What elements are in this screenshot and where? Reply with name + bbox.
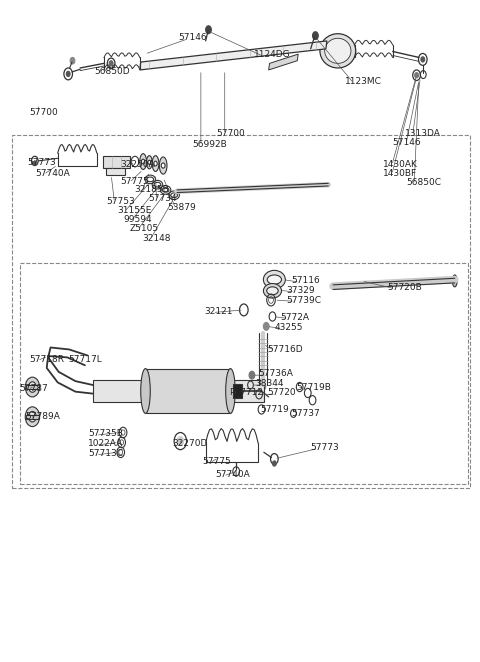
- Ellipse shape: [264, 270, 285, 289]
- Circle shape: [109, 61, 113, 66]
- Ellipse shape: [142, 159, 145, 164]
- Text: 38344: 38344: [255, 379, 284, 388]
- Bar: [145, 369, 230, 413]
- Ellipse shape: [267, 275, 281, 284]
- Text: 1313DA: 1313DA: [405, 128, 441, 138]
- Text: 57775: 57775: [120, 177, 149, 186]
- Text: 32270D: 32270D: [172, 439, 208, 448]
- Circle shape: [249, 371, 255, 379]
- Ellipse shape: [25, 377, 39, 397]
- Ellipse shape: [148, 160, 151, 164]
- Ellipse shape: [320, 34, 356, 68]
- Text: 57720: 57720: [268, 389, 296, 397]
- Text: P57712: P57712: [229, 389, 264, 397]
- Text: 57700: 57700: [29, 108, 58, 117]
- Text: 32250A: 32250A: [120, 160, 156, 169]
- Text: 53879: 53879: [168, 203, 196, 212]
- Bar: [26, 385, 38, 389]
- Ellipse shape: [25, 407, 39, 426]
- Text: 1124DG: 1124DG: [254, 50, 291, 59]
- Ellipse shape: [140, 154, 146, 169]
- Text: 32148: 32148: [142, 234, 171, 242]
- Text: 57700: 57700: [216, 128, 245, 138]
- Text: 57717L: 57717L: [68, 355, 102, 364]
- Text: 57737: 57737: [291, 409, 320, 418]
- Text: 57718R: 57718R: [29, 355, 64, 364]
- Text: 57787: 57787: [20, 384, 48, 393]
- Circle shape: [66, 71, 70, 77]
- Ellipse shape: [146, 156, 152, 169]
- Text: 57713C: 57713C: [88, 449, 123, 458]
- Text: 56850D: 56850D: [95, 68, 130, 76]
- Text: 37329: 37329: [287, 286, 315, 295]
- Text: 57753: 57753: [107, 197, 135, 206]
- Text: 1022AA: 1022AA: [88, 439, 123, 448]
- Bar: [12, 135, 470, 488]
- Text: 57146: 57146: [393, 138, 421, 147]
- Bar: [21, 263, 468, 484]
- Polygon shape: [140, 41, 327, 70]
- Ellipse shape: [152, 156, 159, 171]
- Text: 57740A: 57740A: [35, 169, 70, 178]
- Text: 1123MC: 1123MC: [345, 77, 382, 86]
- Ellipse shape: [159, 157, 167, 174]
- Text: 32185B: 32185B: [134, 185, 169, 195]
- Text: 57773: 57773: [311, 442, 339, 451]
- Bar: [233, 384, 242, 399]
- Text: 57775: 57775: [202, 457, 230, 466]
- Text: 31155E: 31155E: [117, 206, 151, 215]
- Circle shape: [205, 26, 211, 34]
- Ellipse shape: [29, 382, 36, 393]
- Text: 1430BF: 1430BF: [383, 169, 417, 178]
- Polygon shape: [269, 54, 298, 70]
- Text: 57716D: 57716D: [268, 345, 303, 354]
- Ellipse shape: [226, 369, 235, 413]
- Ellipse shape: [161, 163, 165, 168]
- Text: 99594: 99594: [123, 215, 152, 224]
- Circle shape: [70, 58, 75, 64]
- Text: Z5105: Z5105: [129, 224, 158, 233]
- Text: 57116: 57116: [291, 277, 320, 285]
- Circle shape: [260, 383, 266, 391]
- Text: 43255: 43255: [275, 322, 303, 332]
- Circle shape: [273, 461, 276, 466]
- Ellipse shape: [141, 369, 150, 413]
- Text: 5772A: 5772A: [281, 312, 310, 322]
- Ellipse shape: [29, 411, 36, 422]
- Bar: [107, 168, 125, 175]
- Text: 57740A: 57740A: [215, 470, 250, 479]
- Text: 56992B: 56992B: [192, 140, 227, 149]
- Text: 57773: 57773: [28, 158, 56, 167]
- Text: 1430AK: 1430AK: [383, 160, 418, 169]
- Circle shape: [312, 32, 318, 40]
- Text: 32121: 32121: [204, 307, 233, 316]
- Circle shape: [415, 73, 419, 78]
- Circle shape: [421, 57, 425, 62]
- Ellipse shape: [154, 161, 157, 166]
- Ellipse shape: [267, 287, 278, 295]
- Circle shape: [177, 436, 184, 446]
- Text: 57719B: 57719B: [296, 383, 331, 392]
- Ellipse shape: [452, 275, 457, 287]
- Text: 57736A: 57736A: [258, 369, 293, 379]
- Text: 57719: 57719: [260, 405, 289, 414]
- Circle shape: [34, 161, 36, 165]
- Ellipse shape: [324, 38, 351, 64]
- Circle shape: [264, 322, 269, 330]
- Text: 57146: 57146: [178, 33, 206, 42]
- Bar: [26, 414, 38, 418]
- Text: 57789A: 57789A: [25, 412, 60, 421]
- Text: 57735B: 57735B: [88, 430, 123, 438]
- Bar: [103, 156, 130, 167]
- Ellipse shape: [264, 283, 281, 298]
- Bar: [93, 380, 264, 402]
- Text: 56850C: 56850C: [406, 178, 441, 187]
- Text: 57720B: 57720B: [387, 283, 422, 292]
- Text: 57739C: 57739C: [287, 295, 322, 305]
- Text: 57734: 57734: [148, 194, 177, 203]
